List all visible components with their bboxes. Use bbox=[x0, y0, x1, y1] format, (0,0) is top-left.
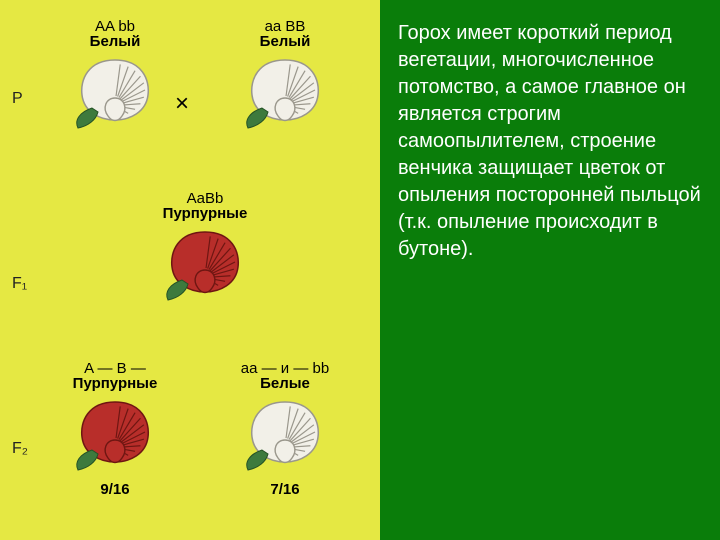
flower-f2-left: A — B — Пурпурные 9/16 bbox=[55, 360, 175, 498]
diagram-panel: P F₁ F₂ × AA bb Белый aa BB Белый AaBb П… bbox=[0, 0, 380, 540]
description-panel: Горох имеет короткий период вегетации, м… bbox=[380, 0, 720, 540]
phenotype-label: Пурпурные bbox=[55, 375, 175, 392]
generation-p-label: P bbox=[12, 90, 23, 108]
phenotype-label: Пурпурные bbox=[145, 205, 265, 222]
cross-symbol: × bbox=[175, 90, 189, 118]
phenotype-label: Белые bbox=[225, 375, 345, 392]
flower-p-right: aa BB Белый bbox=[225, 18, 345, 135]
phenotype-label: Белый bbox=[55, 33, 175, 50]
ratio-label: 9/16 bbox=[55, 481, 175, 498]
generation-f2-label: F₂ bbox=[12, 440, 28, 458]
generation-f1-label: F₁ bbox=[12, 275, 27, 293]
phenotype-label: Белый bbox=[225, 33, 345, 50]
flower-p-left: AA bb Белый bbox=[55, 18, 175, 135]
flower-f1: AaBb Пурпурные bbox=[145, 190, 265, 307]
flower-f2-right: aa — и — bb Белые 7/16 bbox=[225, 360, 345, 498]
description-text: Горох имеет короткий период вегетации, м… bbox=[398, 20, 702, 263]
ratio-label: 7/16 bbox=[225, 481, 345, 498]
